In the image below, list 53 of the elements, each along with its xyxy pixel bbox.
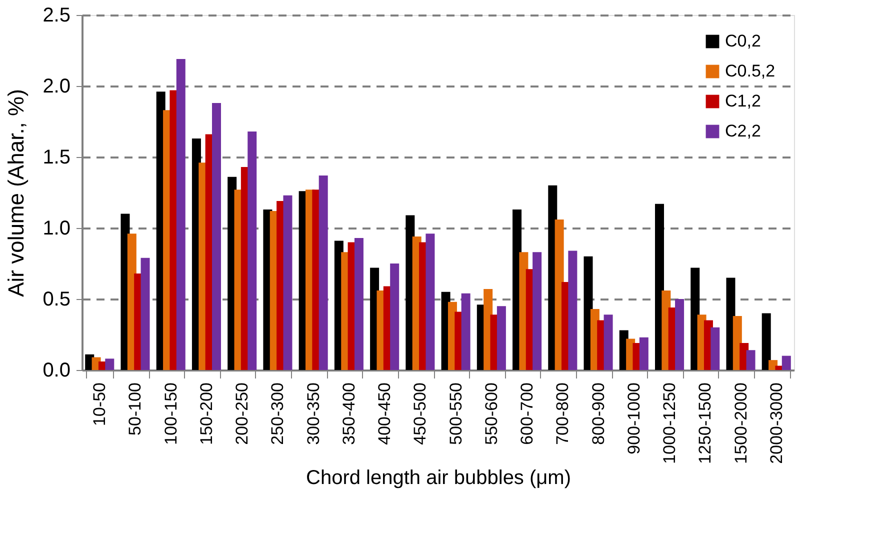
x-tick-label: 600-700 xyxy=(518,382,537,445)
x-tick-label: 450-500 xyxy=(410,382,430,445)
bar xyxy=(426,234,435,370)
y-tick-label: 0.0 xyxy=(42,360,70,382)
bar xyxy=(639,337,648,370)
bar xyxy=(212,103,221,370)
bar xyxy=(105,358,114,370)
bar xyxy=(604,314,613,370)
y-tick-label: 1.5 xyxy=(42,146,70,168)
x-tick-label: 700-800 xyxy=(553,382,572,445)
bar xyxy=(762,313,771,370)
x-tick-label: 150-200 xyxy=(196,382,216,445)
bar xyxy=(675,299,684,370)
x-tick-label: 300-350 xyxy=(304,382,323,445)
bar xyxy=(568,250,578,370)
legend-label: C0,2 xyxy=(725,32,761,50)
x-tick-label: 550-600 xyxy=(482,382,501,445)
x-tick-label: 1500-2000 xyxy=(731,382,750,464)
x-tick-label: 200-250 xyxy=(232,382,252,445)
bar xyxy=(354,238,364,370)
x-tick-label: 400-450 xyxy=(375,382,394,445)
legend-label: C1,2 xyxy=(725,92,761,110)
bar xyxy=(782,356,791,370)
bar xyxy=(461,293,470,370)
y-tick-label: 2.5 xyxy=(42,4,70,26)
legend-label: C0.5,2 xyxy=(725,62,776,80)
bar xyxy=(746,350,756,370)
y-tick-label: 0.5 xyxy=(42,288,70,310)
x-tick-label: 100-150 xyxy=(161,382,180,445)
y-tick-label: 2.0 xyxy=(42,76,70,98)
x-axis-title: Chord length air bubbles (μm) xyxy=(306,466,571,489)
x-tick-label: 500-550 xyxy=(446,382,466,445)
bar xyxy=(532,252,542,370)
x-tick-label: 250-300 xyxy=(268,382,288,445)
bar xyxy=(140,258,150,370)
x-tick-label: 350-400 xyxy=(339,382,358,445)
x-tick-label: 1000-1250 xyxy=(660,382,680,464)
bar xyxy=(176,59,186,370)
x-tick-label: 2000-3000 xyxy=(766,382,786,464)
bar xyxy=(318,175,328,370)
x-tick-label: 1250-1500 xyxy=(696,382,715,464)
x-tick-label: 900-1000 xyxy=(624,382,644,454)
bar xyxy=(710,327,720,370)
bar xyxy=(283,195,292,370)
y-tick-label: 1.0 xyxy=(42,218,70,240)
x-tick-label: 50-100 xyxy=(126,382,145,436)
bar xyxy=(390,264,400,370)
x-tick-label: 800-900 xyxy=(588,382,608,445)
x-tick-label: 10-50 xyxy=(90,382,110,426)
legend-label: C2,2 xyxy=(725,122,761,140)
bar xyxy=(248,131,257,370)
y-axis-title: Air volume (Ahar., %) xyxy=(4,89,29,297)
bar xyxy=(496,306,506,370)
